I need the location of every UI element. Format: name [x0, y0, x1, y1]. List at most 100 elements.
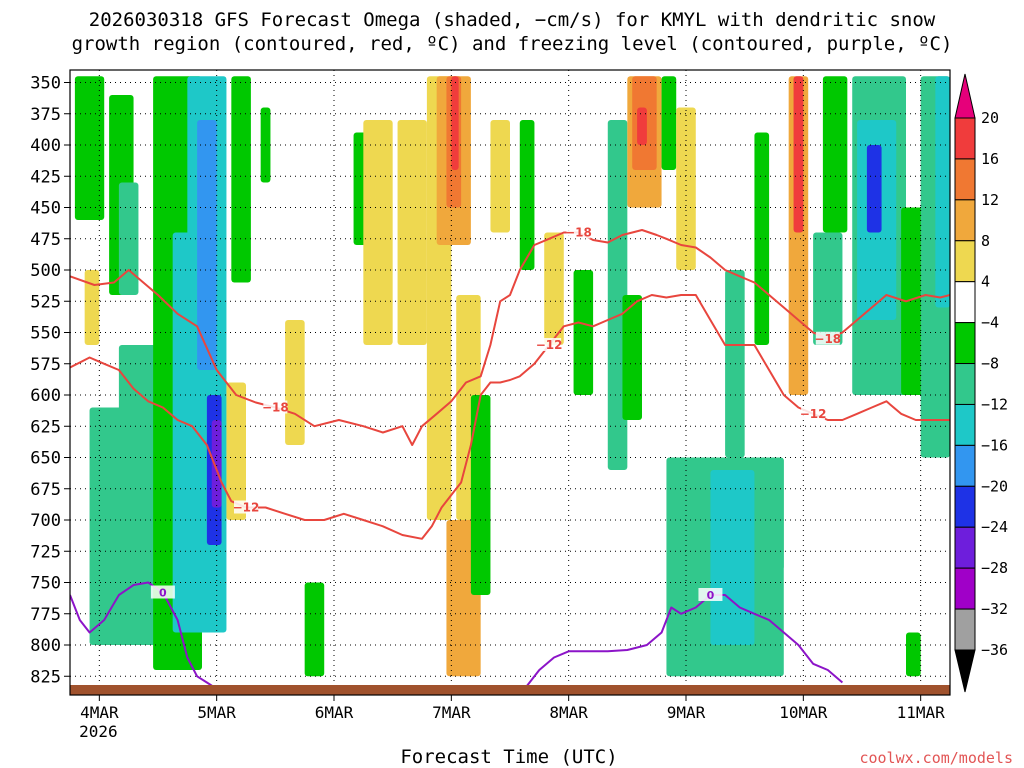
- contour-label: −12: [233, 501, 260, 515]
- omega-cell: [231, 76, 251, 283]
- contour-0C: [70, 581, 218, 690]
- omega-cell: [397, 120, 427, 345]
- y-axis-ticks: 350 375 400 425 450 475 500 525 550 575 600 625 650 6…: [30, 74, 70, 687]
- contour-label: 0: [707, 589, 715, 602]
- omega-cell: [866, 145, 882, 233]
- omega-cell: [759, 457, 784, 570]
- contour-label-bg: [815, 331, 840, 345]
- omega-cell: [661, 76, 677, 170]
- omega-cell: [544, 232, 564, 345]
- omega-cell: [470, 395, 491, 595]
- omega-cell: [197, 120, 217, 370]
- omega-cell: [451, 76, 459, 170]
- colorbar-bin: [954, 567, 976, 610]
- colorbar-label: 16: [981, 150, 999, 168]
- colorbar-label: −36: [981, 641, 1008, 659]
- contour-label-bg: [150, 585, 175, 599]
- colorbar-cap-bottom: [954, 649, 976, 693]
- contour-label: −12: [536, 338, 563, 352]
- colorbar-bin: [954, 281, 976, 324]
- omega-cell: [118, 182, 139, 295]
- omega-cell: [285, 320, 305, 445]
- omega-cell: [676, 107, 696, 270]
- contour-label-bg: [234, 500, 258, 514]
- x-tick-sublabel: 2026: [79, 722, 118, 741]
- y-tick-label: 700: [30, 511, 61, 531]
- y-tick-label: 800: [30, 636, 61, 656]
- omega-cell: [573, 270, 594, 395]
- y-tick-label: 425: [30, 167, 61, 187]
- colorbar-cap-top: [954, 73, 976, 119]
- y-tick-label: 525: [30, 292, 61, 312]
- grid-lines: [70, 70, 950, 695]
- y-tick-label: 775: [30, 605, 61, 625]
- omega-cell: [935, 76, 950, 308]
- x-tick-label: 6MAR: [315, 703, 354, 722]
- colorbar: 20 16 12 8 4 −4 −8 −12 −16 −20 −24 −28 −32 −36: [954, 73, 1008, 693]
- omega-cell: [710, 470, 755, 645]
- contour-label-bg: [537, 338, 562, 351]
- colorbar-bin: [954, 117, 976, 160]
- omega-cell: [906, 632, 921, 677]
- x-tick-label: 8MAR: [549, 703, 588, 722]
- omega-cell: [622, 295, 642, 420]
- y-tick-label: 825: [30, 667, 61, 687]
- colorbar-label: −8: [981, 355, 999, 373]
- omega-cell: [74, 76, 105, 220]
- omega-cell: [754, 132, 770, 345]
- colorbar-label: −16: [981, 436, 1008, 454]
- y-tick-label: 600: [30, 386, 61, 406]
- colorbar-label: −12: [981, 395, 1008, 413]
- chart-title-line2: growth region (contoured, red, ºC) and f…: [72, 33, 953, 55]
- colorbar-bin: [954, 199, 976, 242]
- omega-cell: [226, 382, 246, 520]
- x-tick-label: 4MAR: [80, 703, 119, 722]
- omega-cell: [304, 582, 325, 677]
- y-tick-label: 450: [30, 199, 61, 219]
- omega-cell: [211, 420, 222, 508]
- colorbar-bin: [954, 526, 976, 569]
- colorbar-label: −28: [981, 559, 1008, 577]
- y-tick-label: 675: [30, 480, 61, 500]
- x-tick-label: 11MAR: [897, 703, 946, 722]
- x-tick-label: 10MAR: [779, 703, 828, 722]
- omega-cell: [822, 76, 848, 233]
- colorbar-label: −20: [981, 477, 1008, 495]
- colorbar-label: 4: [981, 273, 990, 291]
- x-axis-label: Forecast Time (UTC): [400, 746, 617, 768]
- colorbar-bin: [954, 240, 976, 283]
- y-tick-label: 650: [30, 449, 61, 469]
- colorbar-label: 12: [981, 191, 999, 209]
- y-tick-label: 575: [30, 355, 61, 375]
- colorbar-bin: [954, 403, 976, 446]
- y-tick-label: 625: [30, 417, 61, 437]
- omega-cell: [793, 76, 804, 233]
- colorbar-label: −24: [981, 518, 1008, 536]
- y-tick-label: 350: [30, 74, 61, 94]
- colorbar-label: 8: [981, 232, 990, 250]
- contour--18C: [70, 229, 950, 446]
- y-tick-label: 400: [30, 136, 61, 156]
- contour-label: −18: [565, 226, 592, 240]
- colorbar-bin: [954, 363, 976, 405]
- contour-label-bg: [698, 588, 723, 601]
- colorbar-label: −4: [981, 314, 999, 332]
- contour-0C-b: [523, 594, 844, 690]
- terrain-band: [70, 685, 950, 695]
- omega-cell: [363, 120, 393, 345]
- omega-cell: [84, 270, 100, 345]
- chart-title-line1: 2026030318 GFS Forecast Omega (shaded, −…: [89, 9, 936, 31]
- source-credit: coolwx.com/models: [859, 749, 1013, 767]
- contour-label: −12: [800, 407, 827, 421]
- contour-label-bg: [566, 225, 591, 239]
- contour-label: 0: [159, 587, 167, 600]
- omega-cell: [118, 345, 163, 645]
- colorbar-bin: [954, 158, 976, 201]
- colorbar-bin: [954, 444, 976, 487]
- plot-frame: [69, 69, 951, 696]
- colorbar-bin: [954, 485, 976, 528]
- omega-shading: [74, 76, 950, 677]
- y-tick-label: 725: [30, 542, 61, 562]
